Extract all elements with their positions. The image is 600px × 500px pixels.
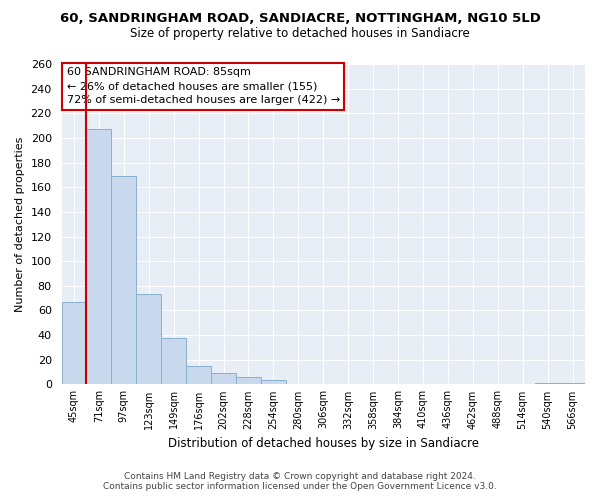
Bar <box>560 383 585 384</box>
Bar <box>62 302 86 384</box>
Bar <box>86 130 112 384</box>
Text: Size of property relative to detached houses in Sandiacre: Size of property relative to detached ho… <box>130 28 470 40</box>
Y-axis label: Number of detached properties: Number of detached properties <box>15 136 25 312</box>
Bar <box>186 366 211 384</box>
Bar <box>535 383 560 384</box>
Bar <box>261 380 286 384</box>
Bar <box>136 294 161 384</box>
Text: 60, SANDRINGHAM ROAD, SANDIACRE, NOTTINGHAM, NG10 5LD: 60, SANDRINGHAM ROAD, SANDIACRE, NOTTING… <box>59 12 541 26</box>
Bar <box>112 176 136 384</box>
Bar <box>236 377 261 384</box>
X-axis label: Distribution of detached houses by size in Sandiacre: Distribution of detached houses by size … <box>168 437 479 450</box>
Text: 60 SANDRINGHAM ROAD: 85sqm
← 26% of detached houses are smaller (155)
72% of sem: 60 SANDRINGHAM ROAD: 85sqm ← 26% of deta… <box>67 67 340 105</box>
Bar <box>161 338 186 384</box>
Text: Contains HM Land Registry data © Crown copyright and database right 2024.
Contai: Contains HM Land Registry data © Crown c… <box>103 472 497 491</box>
Bar <box>211 374 236 384</box>
